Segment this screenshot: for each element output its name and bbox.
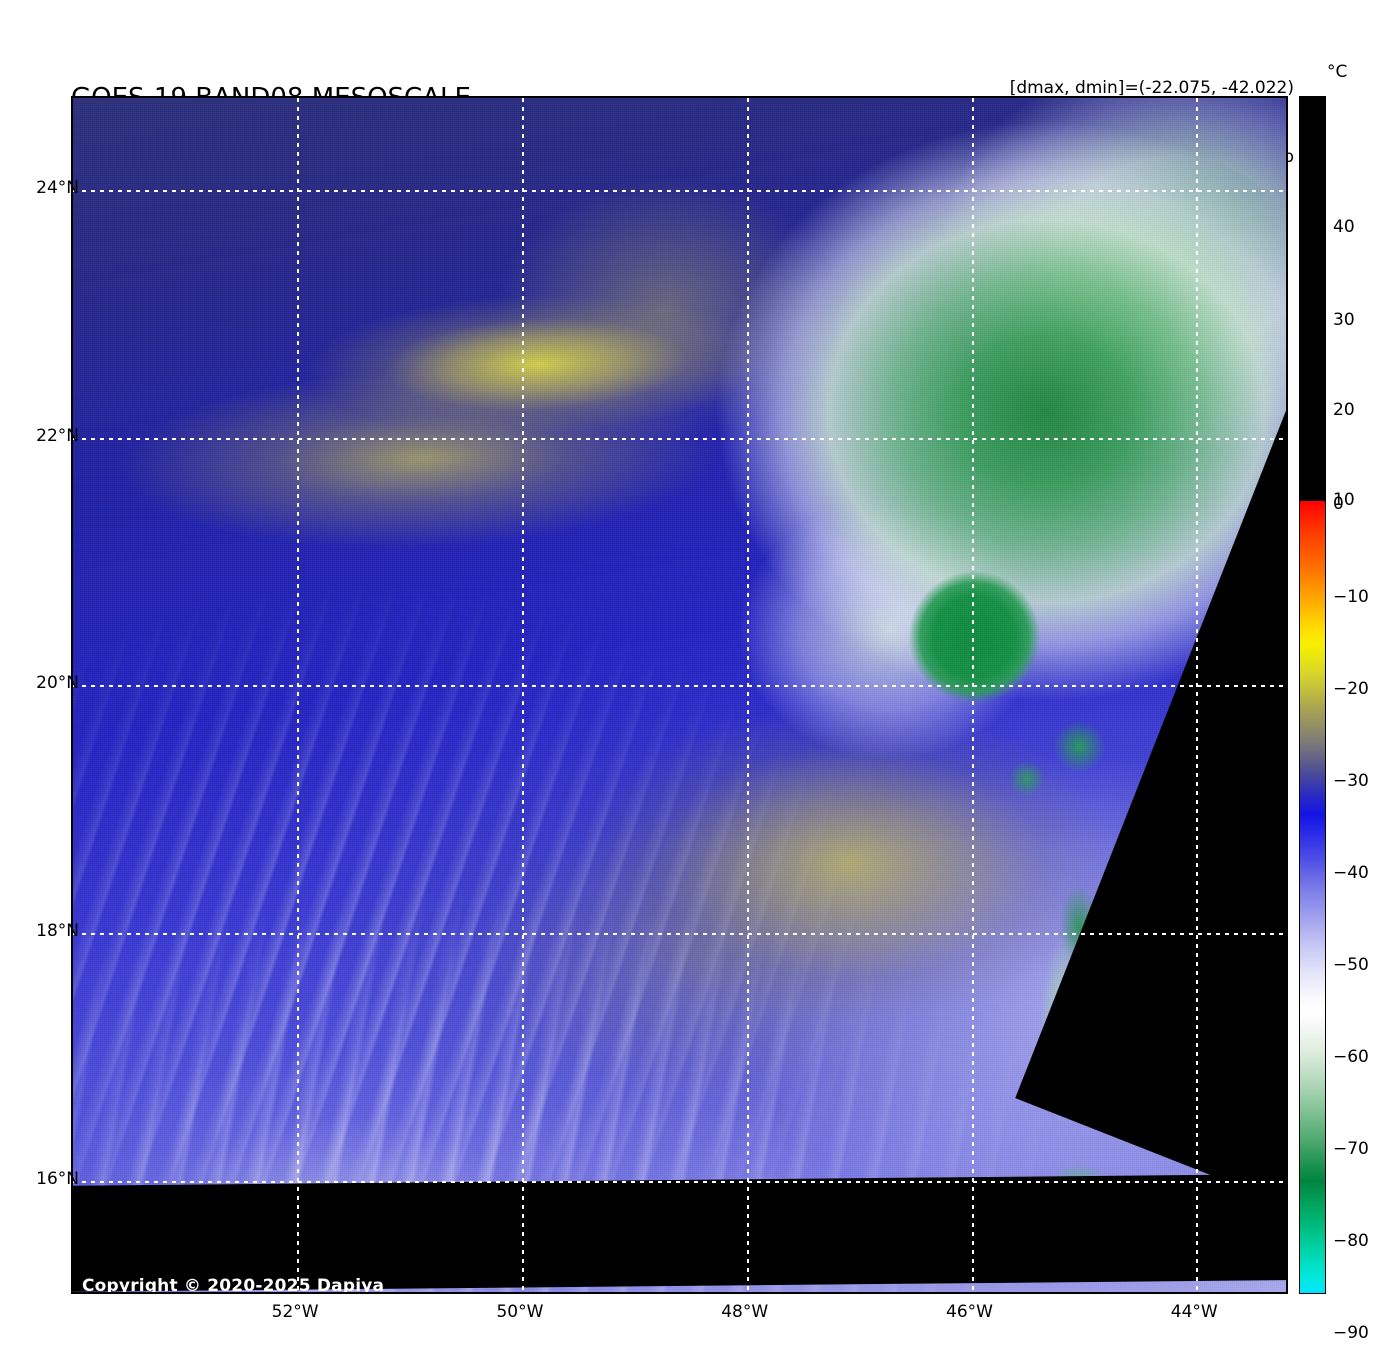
xtick-label-44w: 44°W [1170, 1302, 1218, 1322]
gridline-lon-44w [1196, 98, 1199, 1292]
copyright-label: Copyright © 2020-2025 Dapiya [82, 1276, 385, 1294]
colorbar-unit-label: °C [1327, 62, 1348, 82]
colorbar-tick-20: 20 [1333, 399, 1355, 420]
xtick-label-46w: 46°W [946, 1302, 993, 1322]
gridline-lat-18n [73, 932, 1286, 935]
colorbar-tick-10: 10 [1333, 490, 1355, 511]
gridline-lon-52w [297, 98, 300, 1292]
ytick-label-24n: 24°N [36, 178, 79, 198]
colorbar-tick-40: 40 [1333, 217, 1355, 238]
gridline-lon-46w [971, 98, 974, 1292]
gridline-lat-20n [73, 685, 1286, 688]
colorbar-tick-m90: −90 [1333, 1323, 1369, 1344]
xtick-label-50w: 50°W [496, 1302, 544, 1322]
colorbar-tick-m40: −40 [1333, 863, 1369, 884]
ytick-label-22n: 22°N [36, 425, 79, 446]
xtick-label-48w: 48°W [721, 1302, 769, 1322]
satellite-image-plot: Copyright © 2020-2025 Dapiya [71, 96, 1288, 1294]
gridline-lat-16n [73, 1180, 1286, 1183]
colorbar-tick-0: 0 [1333, 494, 1344, 515]
gridline-lat-22n [73, 437, 1286, 440]
swath-edge-mask-bottom [73, 1173, 1286, 1292]
infrared-brightness-temperature-raster [73, 98, 1286, 1292]
xtick-label-52w: 52°W [271, 1302, 319, 1322]
colorbar-tick-m60: −60 [1333, 1047, 1369, 1068]
ytick-label-20n: 20°N [36, 673, 79, 694]
gridline-lon-50w [521, 98, 524, 1292]
gridline-lat-24n [73, 190, 1286, 192]
colorbar-tick-m70: −70 [1333, 1139, 1369, 1160]
temperature-colorbar [1299, 96, 1326, 1294]
colorbar-tick-m20: −20 [1333, 679, 1369, 699]
dmax-dmin-label: [dmax, dmin]=(-22.075, -42.022) [1009, 78, 1294, 98]
colorbar-tick-m50: −50 [1333, 955, 1369, 976]
ytick-label-18n: 18°N [36, 920, 79, 941]
gridline-lon-48w [746, 98, 749, 1292]
colorbar-tick-m10: −10 [1333, 587, 1369, 607]
colorbar-tick-m80: −80 [1333, 1231, 1369, 1252]
colorbar-tick-30: 30 [1333, 309, 1355, 330]
ytick-label-16n: 16°N [36, 1168, 79, 1189]
colorbar-tick-m30: −30 [1333, 771, 1369, 792]
